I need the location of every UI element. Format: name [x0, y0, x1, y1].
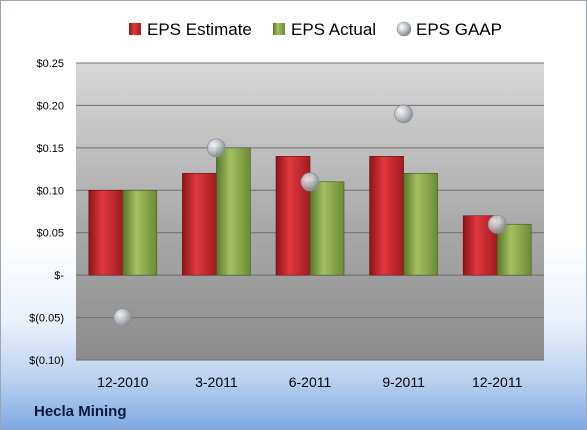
- y-tick-label: $0.15: [36, 143, 64, 155]
- y-tick-label: $-: [54, 270, 64, 282]
- legend-swatch: [273, 23, 285, 35]
- bar-eps-actual: [496, 223, 532, 276]
- legend-label: EPS Estimate: [147, 20, 252, 39]
- y-tick-label: $0.10: [36, 185, 64, 197]
- bar-eps-actual: [216, 147, 251, 276]
- plot-area: $0.25 $0.20 $0.15 $0.10 $0.05 $- $(0.05) $(0.10…: [29, 58, 544, 390]
- legend-label: EPS Actual: [291, 20, 376, 39]
- legend-swatch: [396, 21, 412, 37]
- company-name: Hecla Mining: [34, 403, 127, 420]
- marker-eps-gaap: [487, 214, 507, 234]
- bar-eps-actual: [403, 173, 438, 276]
- marker-eps-gaap: [300, 172, 320, 192]
- legend: EPS Estimate EPS Actual EPS GAAP: [129, 20, 502, 39]
- x-tick-label: 9-2011: [382, 374, 425, 390]
- bar-eps-estimate: [369, 156, 404, 276]
- marker-eps-gaap: [206, 138, 226, 158]
- x-tick-label: 12-2011: [472, 374, 523, 390]
- x-tick-label: 3-2011: [195, 374, 238, 390]
- bar-eps-actual: [122, 189, 158, 276]
- y-tick-label: $0.25: [36, 58, 64, 70]
- y-tick-label: $(0.05): [29, 313, 64, 325]
- bar-eps-estimate: [182, 173, 217, 276]
- legend-label: EPS GAAP: [416, 20, 502, 39]
- y-tick-label: $0.20: [36, 100, 64, 112]
- bar-eps-actual: [309, 181, 345, 276]
- y-tick-label: $(0.10): [29, 355, 64, 367]
- bar-eps-estimate: [88, 189, 124, 276]
- x-tick-label: 6-2011: [289, 374, 332, 390]
- legend-swatch: [129, 23, 141, 35]
- x-tick-label: 12-2010: [97, 374, 149, 390]
- marker-eps-gaap: [113, 308, 133, 327]
- marker-eps-gaap: [394, 104, 414, 124]
- y-tick-label: $0.05: [36, 228, 64, 240]
